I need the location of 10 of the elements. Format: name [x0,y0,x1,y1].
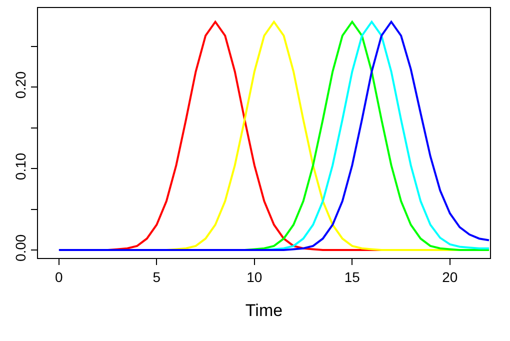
x-tick-label: 10 [246,268,262,285]
line-series [58,20,490,252]
x-axis-title: Time [245,301,283,320]
y-tick-label: 0.10 [12,152,28,180]
x-tick-label: 15 [344,268,360,285]
x-tick-label: 0 [55,268,64,285]
y-tick-label: 0.00 [12,234,28,262]
y-tick-label: 0.20 [12,71,28,99]
x-tick-label: 20 [442,268,458,285]
x-tick-label: 5 [152,268,161,285]
